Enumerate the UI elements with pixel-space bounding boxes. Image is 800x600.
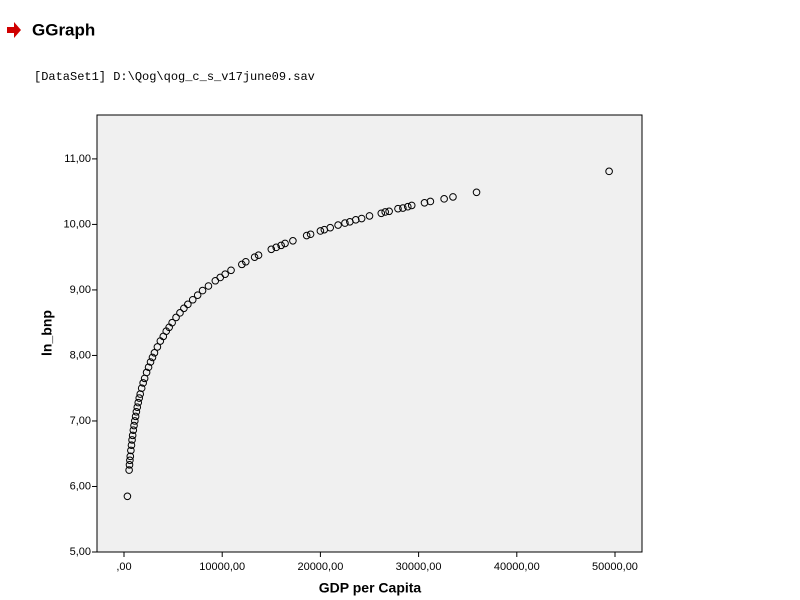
point bbox=[267, 245, 276, 254]
point bbox=[125, 461, 134, 469]
y-tick-label: 9,00 bbox=[70, 284, 91, 296]
point bbox=[381, 208, 390, 216]
y-tick-label: 10,00 bbox=[63, 218, 91, 230]
point bbox=[440, 195, 448, 203]
point bbox=[227, 266, 235, 275]
point bbox=[133, 403, 142, 412]
point bbox=[403, 202, 412, 211]
point bbox=[172, 313, 180, 322]
point bbox=[449, 193, 457, 201]
point bbox=[146, 358, 155, 366]
output-title: GGraph bbox=[32, 20, 95, 39]
y-tick-label: 5,00 bbox=[70, 546, 91, 558]
point bbox=[605, 167, 613, 176]
point bbox=[193, 291, 202, 299]
point bbox=[184, 300, 192, 309]
y-tick-label: 8,00 bbox=[70, 349, 91, 361]
point bbox=[135, 394, 144, 402]
point bbox=[204, 282, 213, 290]
point bbox=[281, 239, 289, 248]
point bbox=[316, 227, 325, 235]
point bbox=[250, 253, 259, 261]
point bbox=[334, 221, 342, 229]
point bbox=[351, 216, 360, 224]
point bbox=[385, 207, 393, 216]
point bbox=[394, 204, 402, 213]
point bbox=[306, 230, 315, 239]
point bbox=[221, 270, 229, 279]
point bbox=[168, 318, 176, 327]
point bbox=[129, 426, 138, 434]
point bbox=[127, 441, 136, 450]
point bbox=[198, 286, 207, 295]
point bbox=[254, 251, 263, 260]
point bbox=[241, 257, 250, 266]
point bbox=[341, 219, 349, 227]
point bbox=[277, 241, 285, 250]
point bbox=[134, 398, 143, 407]
y-tick-label: 7,00 bbox=[70, 415, 91, 427]
point bbox=[153, 343, 162, 351]
point bbox=[130, 421, 138, 430]
x-tick-label: 50000,00 bbox=[592, 561, 638, 573]
point bbox=[399, 204, 407, 212]
point bbox=[426, 197, 435, 206]
point bbox=[127, 446, 135, 455]
y-axis-label: ln_bnp bbox=[39, 310, 55, 356]
point bbox=[131, 417, 139, 425]
point bbox=[128, 431, 137, 440]
point bbox=[472, 188, 481, 197]
x-tick-label: 30000,00 bbox=[396, 561, 442, 573]
point bbox=[148, 353, 157, 362]
point bbox=[126, 452, 135, 461]
point bbox=[139, 379, 147, 387]
point bbox=[302, 231, 311, 240]
point bbox=[125, 466, 133, 474]
point bbox=[132, 407, 141, 416]
x-tick-label: 40000,00 bbox=[494, 561, 540, 573]
point bbox=[137, 384, 146, 393]
dataset-line: [DataSet1] D:\Qog\qog_c_s_v17june09.sav bbox=[34, 70, 315, 84]
point bbox=[128, 436, 136, 444]
point bbox=[365, 212, 374, 220]
point bbox=[326, 223, 335, 232]
point bbox=[150, 349, 159, 357]
x-tick-label: 10000,00 bbox=[199, 561, 245, 573]
point bbox=[123, 492, 132, 501]
y-tick-label: 11,00 bbox=[64, 153, 91, 165]
point bbox=[188, 295, 197, 304]
point bbox=[144, 363, 153, 372]
x-tick-label: 20000,00 bbox=[297, 561, 343, 573]
point bbox=[420, 198, 429, 207]
point bbox=[176, 309, 184, 317]
point bbox=[131, 412, 140, 421]
point bbox=[126, 456, 134, 465]
point bbox=[272, 243, 281, 252]
point bbox=[142, 368, 151, 377]
point bbox=[289, 236, 297, 245]
plot-area bbox=[96, 114, 643, 553]
point bbox=[407, 201, 416, 210]
y-tick-label: 6,00 bbox=[70, 480, 91, 492]
x-tick-label: ,00 bbox=[116, 561, 131, 573]
point bbox=[238, 260, 246, 269]
output-arrow-icon bbox=[7, 22, 21, 38]
point bbox=[357, 214, 366, 223]
x-axis-label: GDP per Capita bbox=[319, 580, 422, 596]
point bbox=[180, 304, 188, 313]
point bbox=[377, 209, 386, 218]
